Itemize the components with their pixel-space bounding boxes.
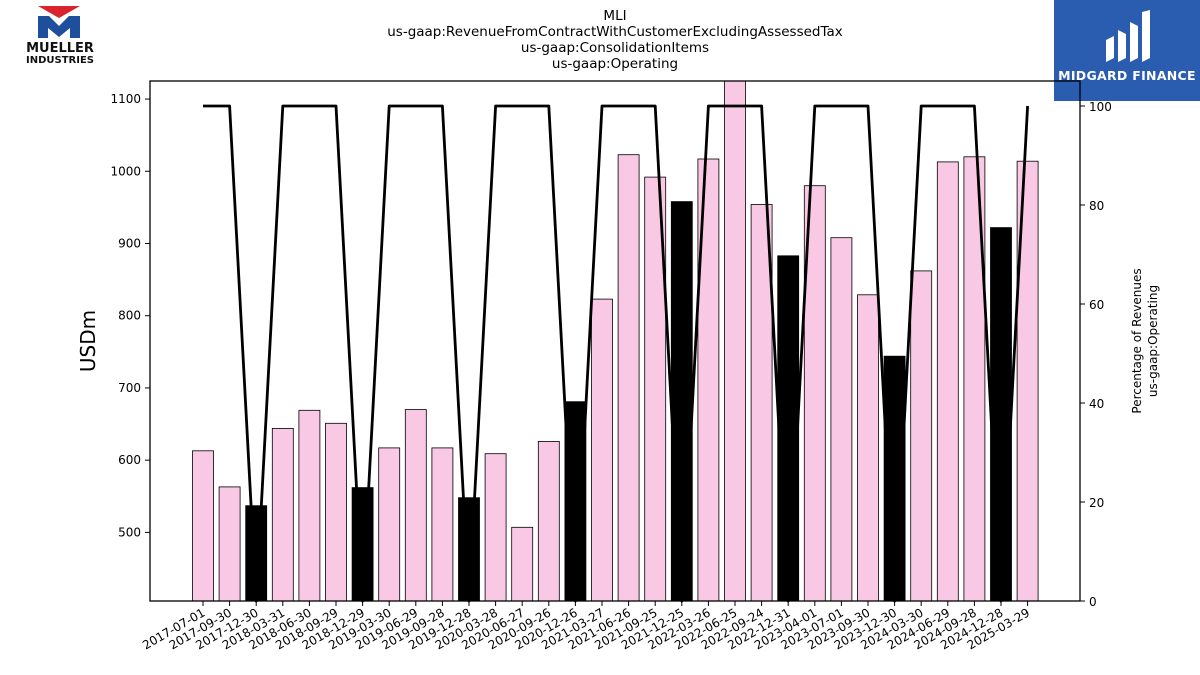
y2-tick-label: 80 bbox=[1089, 199, 1104, 213]
midgard-m-icon bbox=[1106, 10, 1150, 62]
chart-title-line-1: MLI bbox=[603, 8, 627, 24]
y-tick-label: 800 bbox=[118, 309, 141, 323]
bar-2020-12-26 bbox=[564, 401, 587, 602]
y2-tick-label: 20 bbox=[1089, 496, 1104, 510]
percentage-line bbox=[203, 104, 1029, 603]
y-tick-label: 600 bbox=[118, 453, 141, 467]
bar-2024-03-30 bbox=[910, 270, 933, 602]
y-tick-label: 1000 bbox=[110, 164, 141, 178]
bar-2019-09-28 bbox=[431, 447, 454, 602]
logo-text-industries: INDUSTRIES bbox=[26, 55, 94, 66]
y-tick-label: 700 bbox=[118, 381, 141, 395]
chart-title-line-2: us-gaap:RevenueFromContractWithCustomerE… bbox=[387, 24, 843, 40]
mueller-m-icon bbox=[38, 6, 80, 38]
bar-2018-03-31 bbox=[271, 427, 294, 602]
y-tick-label: 1100 bbox=[110, 92, 141, 106]
bar-2019-03-30 bbox=[378, 447, 401, 602]
bar-2023-07-01 bbox=[830, 237, 853, 602]
bar-2018-09-29 bbox=[325, 422, 347, 602]
y2-tick-label: 100 bbox=[1089, 100, 1112, 114]
bar-2021-06-26 bbox=[617, 154, 640, 602]
bar-2020-09-26 bbox=[537, 440, 560, 602]
chart-title-line-4: us-gaap:Operating bbox=[551, 56, 679, 72]
x-axis: 2017-07-012017-09-302017-12-302018-03-31… bbox=[140, 601, 1032, 652]
bar-2017-07-01 bbox=[192, 450, 214, 602]
bar-2020-06-27 bbox=[511, 526, 534, 602]
bar-2024-06-29 bbox=[936, 161, 959, 602]
bar-2022-12-31 bbox=[777, 255, 800, 602]
y-tick-label: 900 bbox=[118, 237, 141, 251]
logo-text-mueller: MUELLER bbox=[26, 41, 94, 56]
bar-2018-06-30 bbox=[298, 409, 321, 602]
mueller-industries-logo: MUELLER INDUSTRIES bbox=[14, 4, 106, 68]
right-axis: 0 20 40 60 80 100 bbox=[1080, 100, 1112, 609]
y2-tick-label: 40 bbox=[1089, 397, 1104, 411]
midgard-finance-logo: MIDGARD FINANCE bbox=[1054, 0, 1200, 101]
bar-2023-09-30 bbox=[857, 294, 879, 602]
y2-tick-label: 60 bbox=[1089, 298, 1104, 312]
bar-2022-06-25 bbox=[724, 80, 746, 602]
plot-frame bbox=[149, 80, 1081, 602]
bar-2020-03-28 bbox=[484, 453, 507, 602]
bar-2019-06-29 bbox=[404, 409, 427, 602]
y2-tick-label: 0 bbox=[1089, 595, 1097, 609]
y-axis-label: USDm bbox=[76, 310, 100, 372]
y-tick-label: 500 bbox=[118, 525, 141, 539]
bars-group bbox=[192, 80, 1039, 602]
midgard-finance-text: MIDGARD FINANCE bbox=[1058, 68, 1196, 83]
bar-2021-12-25 bbox=[670, 201, 693, 602]
left-axis: 500 600 700 800 900 1000 1100 bbox=[110, 92, 150, 539]
bar-2017-09-30 bbox=[218, 486, 241, 602]
y2-axis-label-line-2: us-gaap:Operating bbox=[1146, 285, 1160, 397]
chart-title-line-3: us-gaap:ConsolidationItems bbox=[520, 40, 710, 56]
bar-2021-03-27 bbox=[591, 298, 613, 602]
y2-axis-label-line-1: Percentage of Revenues bbox=[1130, 268, 1144, 413]
bar-2024-12-28 bbox=[990, 227, 1012, 602]
